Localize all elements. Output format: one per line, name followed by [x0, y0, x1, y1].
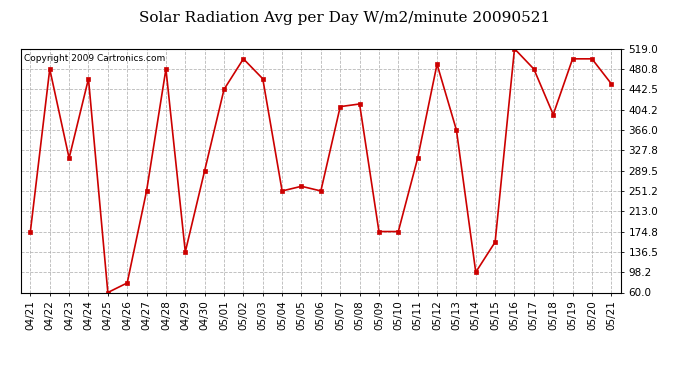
Text: Copyright 2009 Cartronics.com: Copyright 2009 Cartronics.com [23, 54, 165, 63]
Text: Solar Radiation Avg per Day W/m2/minute 20090521: Solar Radiation Avg per Day W/m2/minute … [139, 11, 551, 25]
